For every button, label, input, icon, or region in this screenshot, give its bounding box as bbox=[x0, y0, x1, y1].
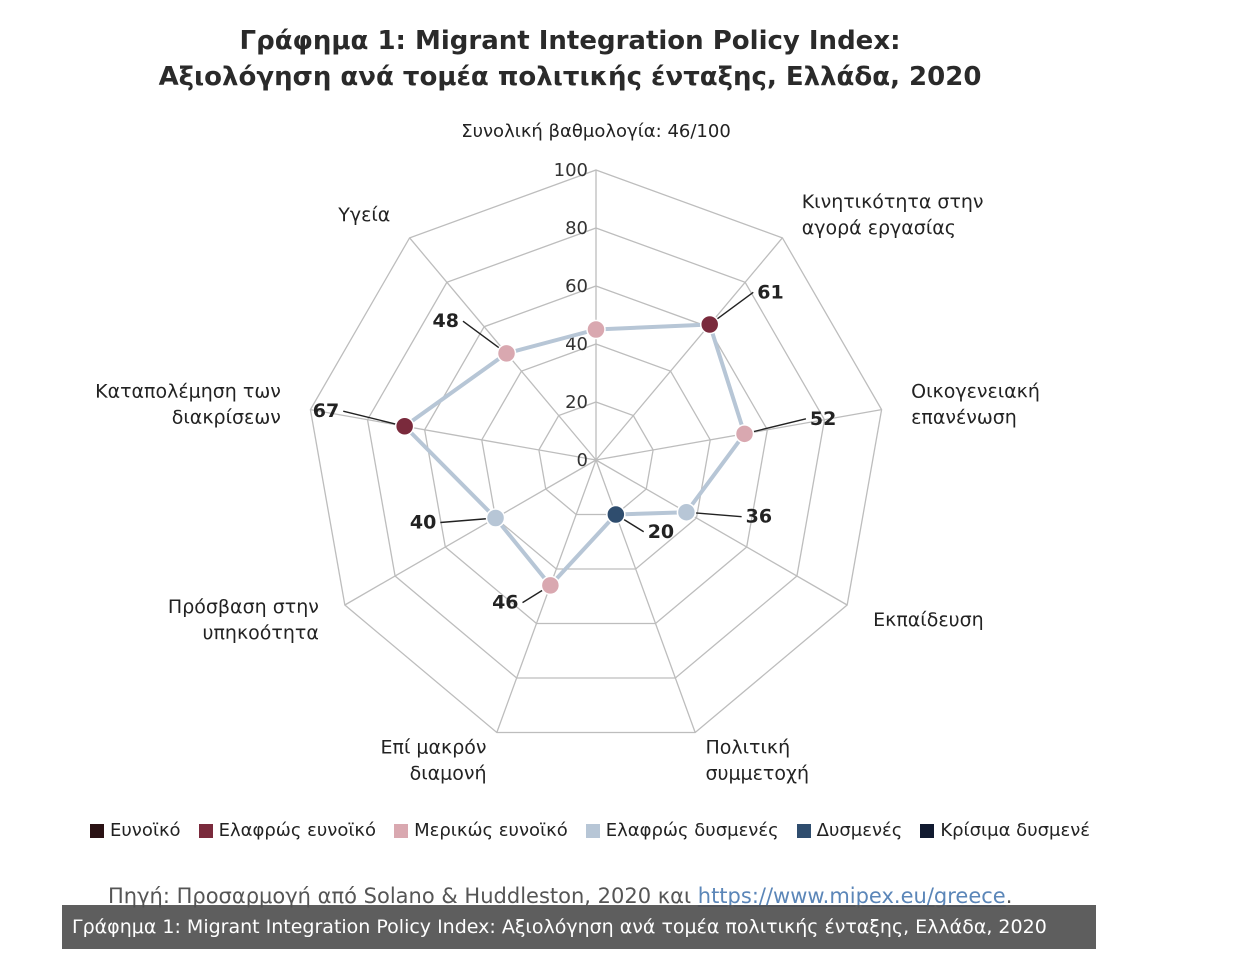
axis-label: αγορά εργασίας bbox=[802, 217, 956, 239]
source-note: Πηγή: Προσαρμογή από Solano & Huddleston… bbox=[108, 884, 1012, 908]
image-caption: Γράφημα 1: Migrant Integration Policy In… bbox=[62, 905, 1096, 949]
data-point bbox=[734, 424, 755, 444]
axis-label: διακρίσεων bbox=[172, 406, 281, 428]
data-point bbox=[485, 508, 506, 528]
legend-swatch bbox=[796, 823, 811, 838]
legend-item: Ελαφρώς ευνοϊκό bbox=[198, 820, 377, 841]
chart-title-line1: Γράφημα 1: Migrant Integration Policy In… bbox=[239, 26, 901, 56]
data-label: 46 bbox=[492, 592, 518, 614]
data-label: 40 bbox=[410, 512, 436, 534]
r-tick-label: 0 bbox=[577, 450, 588, 471]
axis-label: υπηκοότητα bbox=[202, 622, 318, 644]
callout-line bbox=[744, 418, 807, 435]
legend-swatch bbox=[198, 823, 213, 838]
axis-label: Καταπολέμηση των bbox=[95, 380, 281, 402]
legend-swatch bbox=[394, 823, 409, 838]
source-link[interactable]: https://www.mipex.eu/greece bbox=[697, 884, 1006, 908]
legend-item: Μερικώς ευνοϊκό bbox=[394, 820, 568, 841]
legend-label: Ευνοϊκό bbox=[110, 820, 181, 841]
axis-label: Πρόσβαση στην bbox=[168, 596, 319, 618]
callout-line bbox=[343, 410, 405, 427]
axis-label: Κινητικότητα στην bbox=[802, 191, 984, 213]
r-tick-label: 80 bbox=[565, 218, 588, 239]
data-point bbox=[586, 319, 606, 340]
data-label: 52 bbox=[810, 408, 836, 430]
chart-title-line2: Αξιολόγηση ανά τομέα πολιτικής ένταξης, … bbox=[158, 62, 982, 92]
grid-spoke bbox=[344, 459, 597, 606]
axis-label: Πολιτική bbox=[705, 737, 790, 759]
axis-label: συμμετοχή bbox=[705, 763, 809, 785]
r-tick-label: 40 bbox=[565, 334, 588, 355]
grid-ring bbox=[481, 343, 711, 570]
data-point bbox=[540, 575, 561, 596]
legend-swatch bbox=[585, 823, 600, 838]
data-point bbox=[496, 343, 517, 364]
legend-label: Ελαφρώς ευνοϊκό bbox=[218, 820, 377, 841]
r-tick-label: 60 bbox=[565, 276, 588, 297]
legend-label: Ελαφρώς δυσμενές bbox=[605, 820, 779, 841]
axis-label: Εκπαίδευση bbox=[873, 609, 984, 631]
legend-swatch bbox=[920, 823, 935, 838]
data-point bbox=[699, 314, 720, 335]
chart-subtitle: Συνολική βαθμολογία: 46/100 bbox=[461, 121, 731, 142]
grid-ring bbox=[309, 169, 883, 734]
data-label: 20 bbox=[648, 521, 674, 543]
grid-spoke bbox=[595, 459, 696, 733]
series-line bbox=[402, 322, 747, 588]
legend-item: Κρίσιμα δυσμενέ bbox=[920, 820, 1090, 841]
data-point bbox=[676, 502, 697, 522]
grid-ring bbox=[423, 285, 769, 625]
grid-spoke bbox=[595, 459, 848, 606]
data-point bbox=[606, 504, 626, 525]
chart-legend: Ευνοϊκό Ελαφρώς ευνοϊκό Μερικώς ευνοϊκό Ελα… bbox=[90, 820, 1090, 841]
grid-ring bbox=[538, 401, 654, 516]
data-label: 61 bbox=[757, 281, 783, 303]
legend-label: Κρίσιμα δυσμενέ bbox=[940, 820, 1090, 841]
data-label: 48 bbox=[433, 310, 459, 332]
legend-label: Δυσμενές bbox=[816, 820, 903, 841]
axis-label: επανένωση bbox=[911, 406, 1017, 428]
legend-item: Ευνοϊκό bbox=[90, 820, 181, 841]
source-end: . bbox=[1005, 884, 1013, 908]
legend-swatch bbox=[90, 823, 104, 838]
grid-spoke bbox=[595, 237, 783, 461]
grid-ring bbox=[366, 227, 826, 679]
grid-spoke bbox=[496, 459, 597, 733]
legend-item: Ελαφρώς δυσμενές bbox=[585, 820, 779, 841]
axis-label: Οικογενειακή bbox=[911, 380, 1040, 402]
data-point bbox=[394, 416, 415, 437]
legend-label: Μερικώς ευνοϊκό bbox=[414, 820, 568, 841]
legend-item: Δυσμενές bbox=[796, 820, 903, 841]
grid-spoke bbox=[310, 409, 597, 461]
r-tick-label: 20 bbox=[565, 392, 588, 413]
axis-label: διαμονή bbox=[410, 763, 487, 785]
data-label: 67 bbox=[313, 400, 339, 422]
axis-label: Επί μακρόν bbox=[381, 737, 487, 759]
source-text: Πηγή: Προσαρμογή από Solano & Huddleston… bbox=[108, 884, 698, 908]
axis-label: Υγεία bbox=[337, 204, 390, 226]
data-label: 36 bbox=[746, 506, 772, 528]
r-tick-label: 100 bbox=[554, 160, 588, 181]
